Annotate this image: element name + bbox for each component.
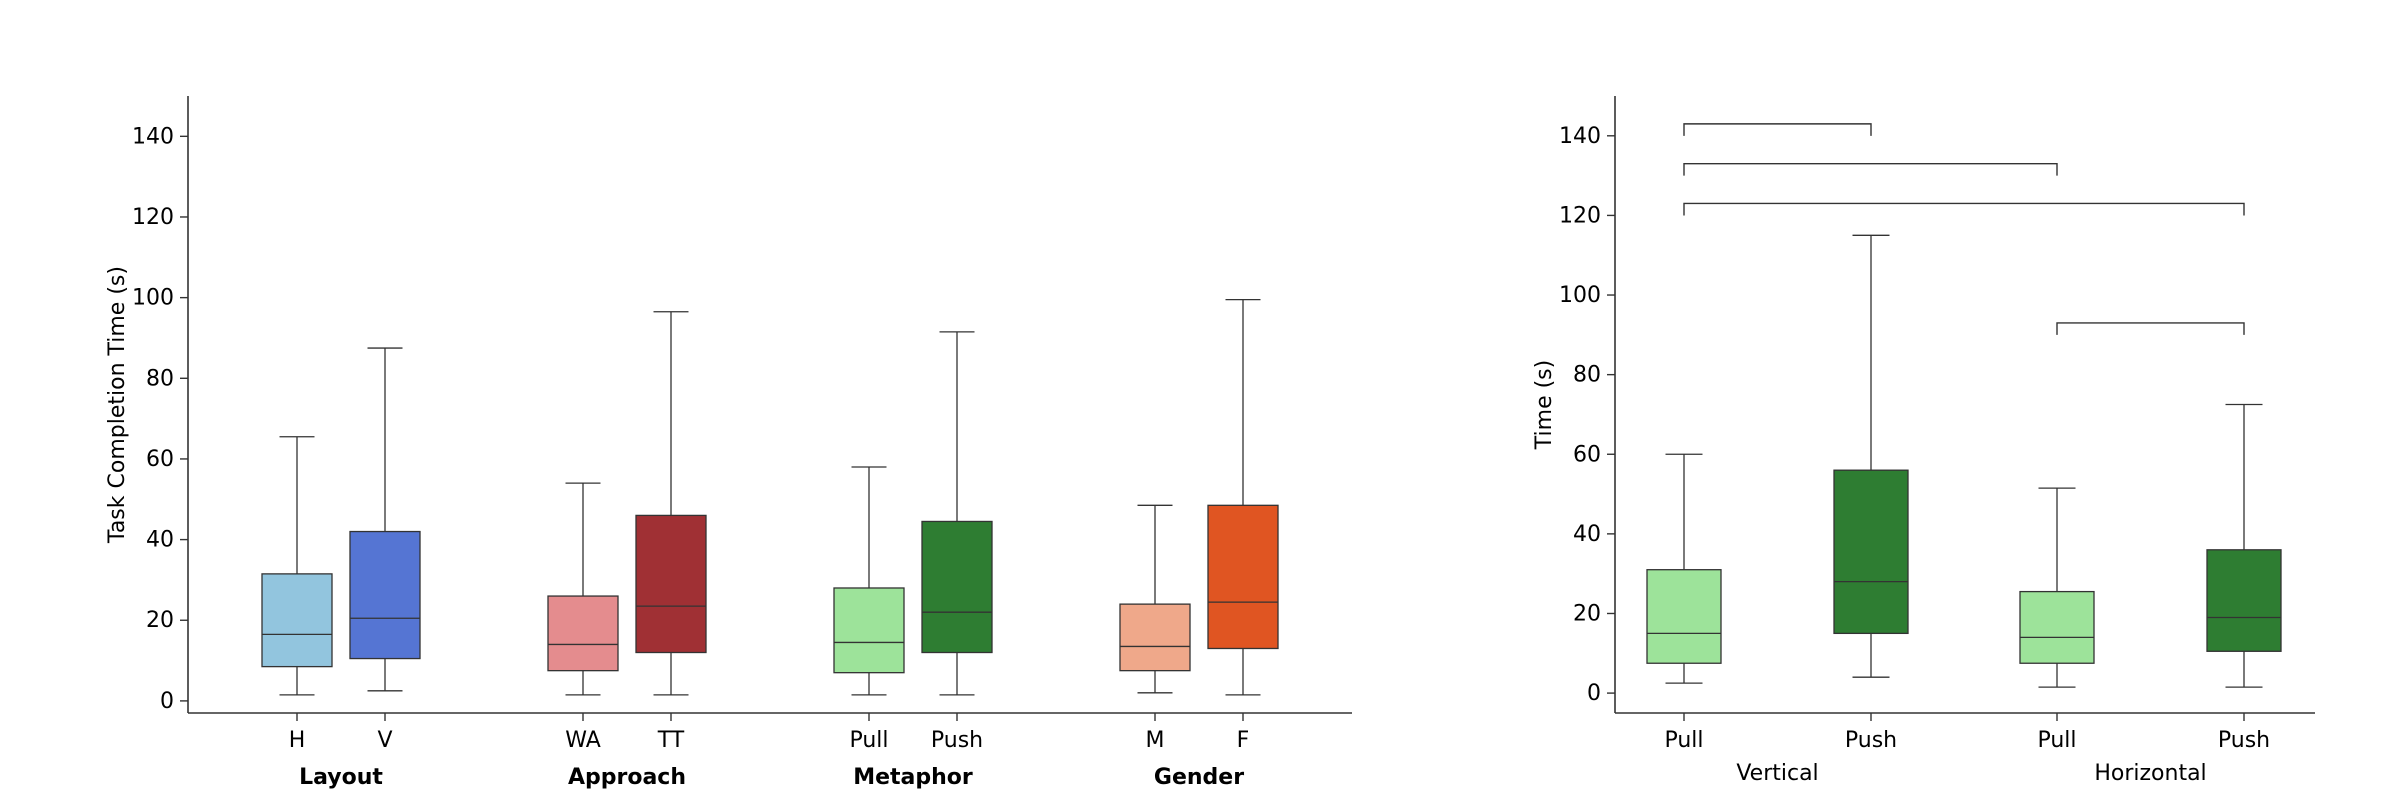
iqr-box [921,520,993,654]
right-y-tick-label: 0 [1587,681,1601,706]
significance-bracket [2056,322,2245,335]
significance-bracket [1683,162,2058,176]
left-box-pull: Pull [833,466,905,753]
x-tick-label: Push [1845,728,1897,753]
right-box-pull: Pull [1646,453,1722,753]
left-box-m: M [1119,504,1191,753]
right-y-tick-label: 40 [1573,522,1601,547]
left-y-axis-title: Task Completion Time (s) [105,266,130,544]
right-y-axis-title: Time (s) [1532,360,1557,450]
left-box-push: Push [921,331,993,753]
x-tick-label: V [377,728,392,753]
iqr-box [1119,603,1191,672]
right-y-tick-label: 120 [1559,203,1601,228]
group-label-layout: Layout [299,765,383,790]
x-tick-label: Pull [1664,728,1703,753]
outer-group-label-vertical: Vertical [1736,761,1818,786]
left-y-tick-label: 120 [132,205,174,230]
iqr-box [547,595,619,672]
iqr-box [2206,549,2282,652]
group-label-gender: Gender [1154,765,1244,790]
iqr-box [1646,569,1722,664]
x-tick-label: M [1146,728,1165,753]
left-y-tick-label: 0 [160,689,174,714]
left-y-tick-label: 100 [132,286,174,311]
x-tick-label: H [289,728,306,753]
left-y-tick-label: 40 [146,528,174,553]
right-boxplot-chart: 0 20 40 60 80 100 120 140 Time (s) Pull Push Pull Pu… [1532,96,2315,786]
x-tick-label: TT [657,728,685,753]
x-tick-label: Push [931,728,983,753]
right-box-push: Push [1833,234,1909,753]
left-boxplot-chart: 0 20 40 60 80 100 120 140 Task Completion Time (… [105,96,1352,790]
left-box-tt: TT [635,311,707,753]
iqr-box [635,514,707,654]
left-box-f: F [1207,299,1279,753]
x-tick-label: Pull [849,728,888,753]
right-y-tick-label: 20 [1573,601,1601,626]
group-label-approach: Approach [568,765,686,790]
right-box-pull: Pull [2019,487,2095,753]
x-tick-label: WA [565,728,601,753]
outer-group-label-horizontal: Horizontal [2094,761,2206,786]
iqr-box [261,573,333,668]
significance-bracket [1683,123,1872,136]
right-y-tick-label: 60 [1573,442,1601,467]
significance-bracket [1683,202,2245,216]
iqr-box [2019,590,2095,664]
left-box-v: V [349,347,421,753]
iqr-box [1207,504,1279,650]
left-box-wa: WA [547,482,619,753]
left-y-tick-label: 60 [146,447,174,472]
iqr-box [833,587,905,674]
right-box-push: Push [2206,403,2282,753]
group-label-metaphor: Metaphor [853,765,973,790]
x-tick-label: Push [2218,728,2270,753]
left-y-tick-label: 20 [146,608,174,633]
iqr-box [349,530,421,660]
x-tick-label: Pull [2037,728,2076,753]
right-y-tick-label: 80 [1573,363,1601,388]
right-y-tick-label: 100 [1559,283,1601,308]
left-y-tick-label: 80 [146,366,174,391]
left-y-tick-label: 140 [132,124,174,149]
left-box-h: H [261,436,333,753]
iqr-box [1833,469,1909,635]
right-y-tick-label: 140 [1559,124,1601,149]
x-tick-label: F [1237,728,1250,753]
